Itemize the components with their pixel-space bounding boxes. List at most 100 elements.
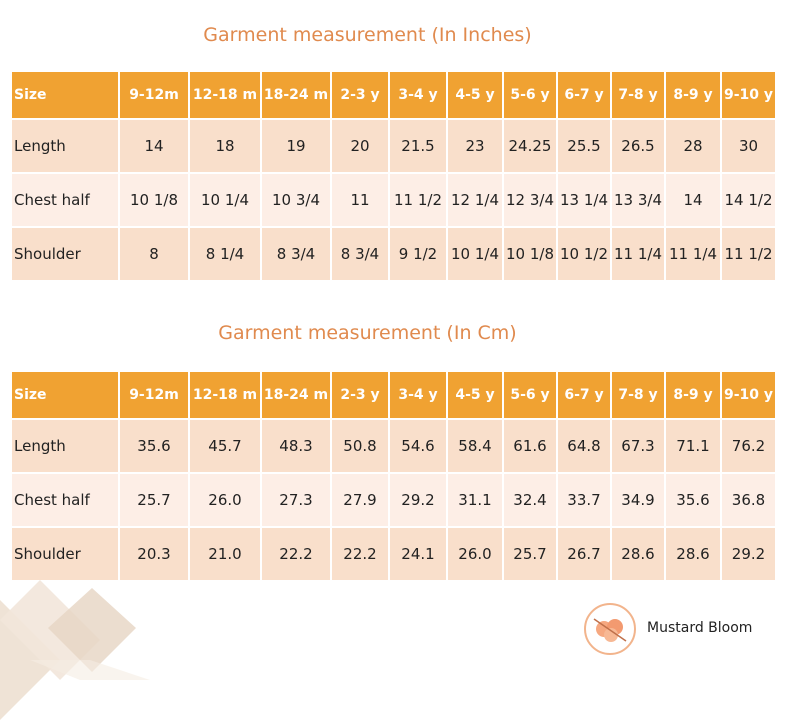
table-cell: 33.7 [558,474,610,526]
header-cell: 8-9 y [666,372,720,418]
table-cell: 48.3 [262,420,330,472]
table-cell: 29.2 [390,474,446,526]
table-cell: 31.1 [448,474,502,526]
row-label: Shoulder [12,228,118,280]
table-cell: 22.2 [262,528,330,580]
table-cell: 35.6 [120,420,188,472]
table-cell: 14 1/2 [722,174,775,226]
header-cell: 12-18 m [190,372,260,418]
table-cell: 21.0 [190,528,260,580]
size-table: Size 9-12m 12-18 m 18-24 m 2-3 y 3-4 y 4-5 y 5-… [10,370,777,582]
table-cell: 27.3 [262,474,330,526]
table-cell: 11 [332,174,388,226]
brand-logo [584,603,636,655]
table-cell: 11 1/4 [612,228,664,280]
header-cell: 9-12m [120,72,188,118]
table-cell: 26.0 [190,474,260,526]
table-cell: 36.8 [722,474,775,526]
header-cell: Size [12,372,118,418]
table-cell: 64.8 [558,420,610,472]
table-cell: 8 3/4 [262,228,330,280]
table-cell: 28.6 [666,528,720,580]
table-cell: 11 1/2 [722,228,775,280]
table-cell: 12 1/4 [448,174,502,226]
header-row: Size 9-12m 12-18 m 18-24 m 2-3 y 3-4 y 4-5 y 5-… [12,72,775,118]
table-cell: 18 [190,120,260,172]
table-row: Chest half 25.7 26.0 27.3 27.9 29.2 31.1 32.4 33… [12,474,775,526]
table-cell: 12 3/4 [504,174,556,226]
header-cell: 9-12m [120,372,188,418]
table-cell: 10 1/4 [190,174,260,226]
table-cell: 10 1/8 [504,228,556,280]
header-cell: 3-4 y [390,372,446,418]
decoration [0,580,150,720]
header-cell: 6-7 y [558,372,610,418]
table-cell: 27.9 [332,474,388,526]
row-label: Chest half [12,474,118,526]
table-cell: 26.7 [558,528,610,580]
table-title: Garment measurement (In Cm) [218,322,517,344]
table-cell: 24.1 [390,528,446,580]
table-cell: 8 [120,228,188,280]
table-cell: 13 1/4 [558,174,610,226]
table-cell: 29.2 [722,528,775,580]
table-cell: 10 1/2 [558,228,610,280]
header-cell: 5-6 y [504,72,556,118]
header-cell: 9-10 y [722,372,775,418]
header-cell: 5-6 y [504,372,556,418]
table-cell: 14 [666,174,720,226]
table-cell: 32.4 [504,474,556,526]
header-cell: 12-18 m [190,72,260,118]
table-cell: 13 3/4 [612,174,664,226]
table-cell: 10 1/8 [120,174,188,226]
table-cell: 76.2 [722,420,775,472]
table-cell: 61.6 [504,420,556,472]
row-label: Length [12,120,118,172]
table-cell: 19 [262,120,330,172]
header-cell: 4-5 y [448,372,502,418]
table-row: Shoulder 20.3 21.0 22.2 22.2 24.1 26.0 25.7 26.7… [12,528,775,580]
table-cell: 21.5 [390,120,446,172]
table-cell: 35.6 [666,474,720,526]
table-cell: 67.3 [612,420,664,472]
table-cell: 11 1/4 [666,228,720,280]
row-label: Shoulder [12,528,118,580]
table-cell: 54.6 [390,420,446,472]
table-cell: 26.5 [612,120,664,172]
table-cell: 34.9 [612,474,664,526]
table-cell: 45.7 [190,420,260,472]
table-cell: 8 3/4 [332,228,388,280]
table-cell: 58.4 [448,420,502,472]
row-label: Length [12,420,118,472]
table-cell: 11 1/2 [390,174,446,226]
table-cell: 20 [332,120,388,172]
table-row: Shoulder 8 8 1/4 8 3/4 8 3/4 9 1/2 10 1/4 10 1/… [12,228,775,280]
header-cell: Size [12,72,118,118]
table-cell: 30 [722,120,775,172]
table-cell: 9 1/2 [390,228,446,280]
table-cell: 25.7 [120,474,188,526]
header-cell: 18-24 m [262,372,330,418]
table-cell: 10 1/4 [448,228,502,280]
table-cell: 8 1/4 [190,228,260,280]
header-cell: 6-7 y [558,72,610,118]
header-cell: 7-8 y [612,372,664,418]
header-cell: 2-3 y [332,372,388,418]
table-row: Length 14 18 19 20 21.5 23 24.25 25.5 26.5 28 30 [12,120,775,172]
header-row: Size 9-12m 12-18 m 18-24 m 2-3 y 3-4 y 4-5 y 5-… [12,372,775,418]
brand-name: Mustard Bloom [647,620,753,636]
header-cell: 4-5 y [448,72,502,118]
header-cell: 2-3 y [332,72,388,118]
table-cell: 50.8 [332,420,388,472]
table-cell: 28 [666,120,720,172]
table-cell: 25.5 [558,120,610,172]
header-cell: 7-8 y [612,72,664,118]
header-cell: 8-9 y [666,72,720,118]
table-cell: 26.0 [448,528,502,580]
header-cell: 3-4 y [390,72,446,118]
row-label: Chest half [12,174,118,226]
table-cell: 25.7 [504,528,556,580]
header-cell: 18-24 m [262,72,330,118]
table-cell: 10 3/4 [262,174,330,226]
table-cell: 23 [448,120,502,172]
